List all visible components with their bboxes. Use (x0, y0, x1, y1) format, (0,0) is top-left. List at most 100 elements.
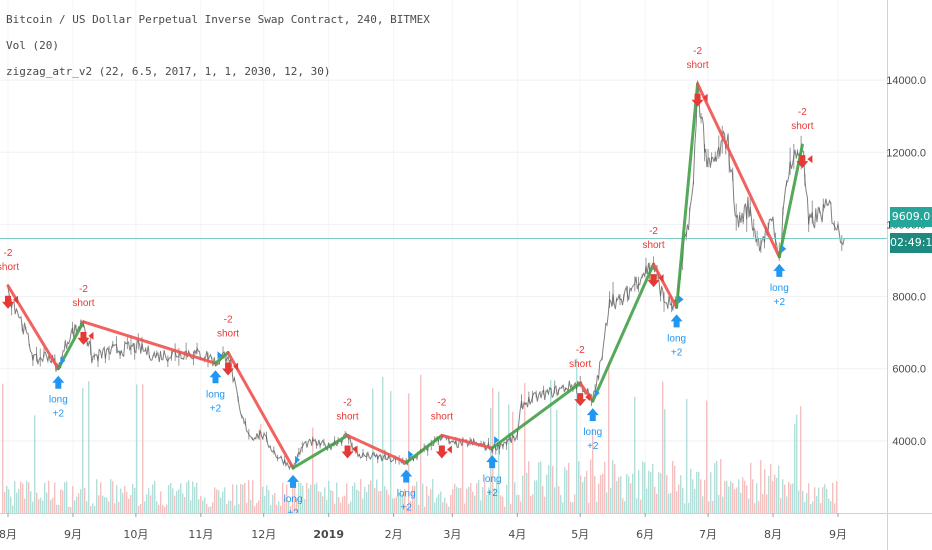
time-tick-label: 9月 (64, 528, 82, 541)
volume-bar (722, 496, 724, 513)
long-signal-label: long (583, 427, 602, 438)
volume-bar (644, 462, 646, 513)
volume-bar (322, 496, 324, 513)
long-entry-flag-icon (678, 295, 684, 304)
volume-bar (222, 491, 224, 513)
volume-bar (282, 482, 284, 513)
bar-countdown-tag: 02:49:12 (890, 233, 932, 253)
volume-bar (734, 489, 736, 513)
volume-bar (34, 415, 36, 513)
volume-bar (152, 484, 154, 513)
volume-bar (176, 491, 178, 513)
volume-bar (74, 500, 76, 513)
volume-bar (178, 489, 180, 513)
volume-bar (312, 427, 314, 513)
volume-bar (728, 486, 730, 513)
volume-bar (522, 475, 524, 513)
volume-bar (646, 488, 648, 513)
volume-bar (358, 490, 360, 513)
volume-bar (390, 391, 392, 513)
zigzag-down-leg (696, 82, 781, 259)
volume-bar (416, 481, 418, 513)
short-arrow-icon (691, 93, 704, 107)
volume-bar (650, 471, 652, 513)
volume-bar (442, 502, 444, 513)
volume-legend[interactable]: Vol (20) (6, 39, 59, 52)
time-tick-label: 2月 (385, 528, 403, 541)
volume-bar (750, 462, 752, 513)
volume-bar (666, 475, 668, 513)
symbol-title[interactable]: Bitcoin / US Dollar Perpetual Inverse Sw… (6, 13, 430, 26)
volume-bar (288, 501, 290, 513)
volume-bar (234, 505, 236, 513)
zigzag-down-leg (578, 381, 595, 403)
indicator-legend[interactable]: zigzag_atr_v2 (22, 6.5, 2017, 1, 1, 2030… (6, 65, 331, 78)
volume-bar (90, 506, 92, 513)
volume-bar (72, 486, 74, 513)
long-entry-flag-icon (295, 455, 301, 464)
long-entry-flag-icon (494, 436, 500, 445)
short-signal-label: -2 (224, 314, 233, 325)
volume-bar (40, 497, 42, 513)
volume-bar (78, 493, 80, 513)
volume-bar (376, 479, 378, 513)
volume-bar (482, 487, 484, 513)
volume-bar (58, 504, 60, 513)
volume-bar (144, 501, 146, 513)
volume-bar (200, 495, 202, 513)
volume-bar (768, 475, 770, 513)
short-signal-label: -2 (4, 248, 13, 259)
short-signal-label: short (0, 262, 19, 273)
volume-bar (10, 496, 12, 513)
volume-bar (634, 396, 636, 513)
long-arrow-icon (486, 455, 499, 469)
volume-bar (86, 501, 88, 513)
volume-bar (824, 484, 826, 513)
long-signal-label: long (206, 389, 225, 400)
volume-bar (608, 361, 610, 513)
volume-bar (208, 506, 210, 513)
volume-bar (578, 461, 580, 513)
volume-bar (636, 498, 638, 513)
volume-bar (576, 358, 578, 513)
volume-bar (174, 495, 176, 513)
volume-bar (8, 489, 10, 513)
volume-bar (262, 486, 264, 513)
long-arrow-icon (586, 408, 599, 422)
short-arrow-icon (341, 445, 354, 459)
zigzag-down-leg (652, 262, 679, 309)
price-tick-label: 14000.0 (886, 75, 926, 87)
volume-bar (570, 502, 572, 513)
zigzag-up-leg (291, 433, 350, 470)
volume-bar (354, 482, 356, 513)
volume-bar (798, 490, 800, 513)
volume-bar (626, 473, 628, 513)
volume-bar (170, 483, 172, 513)
volume-bar (378, 491, 380, 513)
volume-bar (498, 391, 500, 513)
volume-bar (716, 461, 718, 513)
volume-bar (346, 483, 348, 513)
volume-bar (774, 474, 776, 513)
volume-bar (478, 479, 480, 513)
short-arrow-icon (574, 393, 587, 407)
volume-bar (432, 479, 434, 513)
volume-bar (412, 485, 414, 513)
volume-bar (334, 503, 336, 513)
volume-bar (680, 475, 682, 513)
time-tick-label: 10月 (123, 528, 148, 541)
volume-bar (238, 504, 240, 513)
volume-bar (418, 504, 420, 513)
volume-bar (372, 388, 374, 513)
volume-bar (270, 505, 272, 513)
volume-bar (56, 504, 58, 513)
volume-bar (764, 469, 766, 513)
volume-bar (724, 481, 726, 513)
volume-bar (292, 485, 294, 513)
volume-bar (758, 501, 760, 513)
volume-bar (216, 489, 218, 513)
volume-bar (806, 493, 808, 513)
volume-bar (284, 498, 286, 513)
volume-bar (696, 471, 698, 513)
volume-bar (164, 506, 166, 513)
